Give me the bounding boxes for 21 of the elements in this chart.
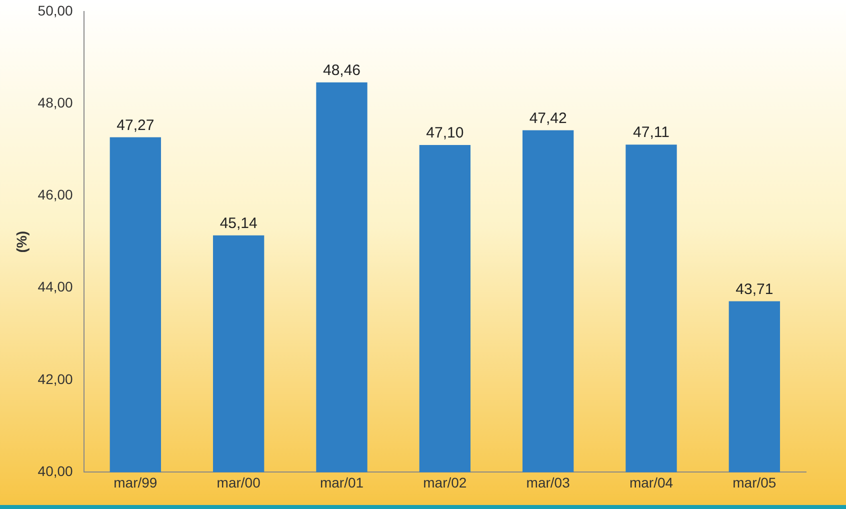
x-tick-label: mar/03 — [526, 474, 570, 490]
y-tick-label: 48,00 — [38, 94, 74, 110]
data-label: 47,42 — [529, 110, 567, 127]
y-tick-label: 44,00 — [38, 278, 74, 295]
data-label: 47,11 — [633, 124, 670, 142]
data-label: 48,46 — [322, 62, 361, 80]
x-tick-label: mar/99 — [114, 474, 158, 490]
data-label: 43,71 — [736, 280, 774, 298]
x-tick-label: mar/00 — [216, 474, 261, 490]
x-tick-label: mar/02 — [423, 474, 467, 490]
x-tick-label: mar/05 — [732, 474, 776, 490]
data-label: 47,27 — [116, 116, 154, 134]
y-tick-label: 42,00 — [38, 370, 74, 387]
y-tick-label: 46,00 — [38, 186, 74, 203]
y-tick-label: 50,00 — [38, 2, 74, 18]
y-axis-title: (%) — [13, 230, 30, 253]
data-label: 47,10 — [426, 124, 464, 142]
x-tick-label: mar/01 — [320, 474, 364, 490]
data-label: 45,14 — [220, 214, 258, 232]
y-tick-label: 40,00 — [38, 463, 74, 480]
x-tick-label: mar/04 — [629, 474, 674, 490]
